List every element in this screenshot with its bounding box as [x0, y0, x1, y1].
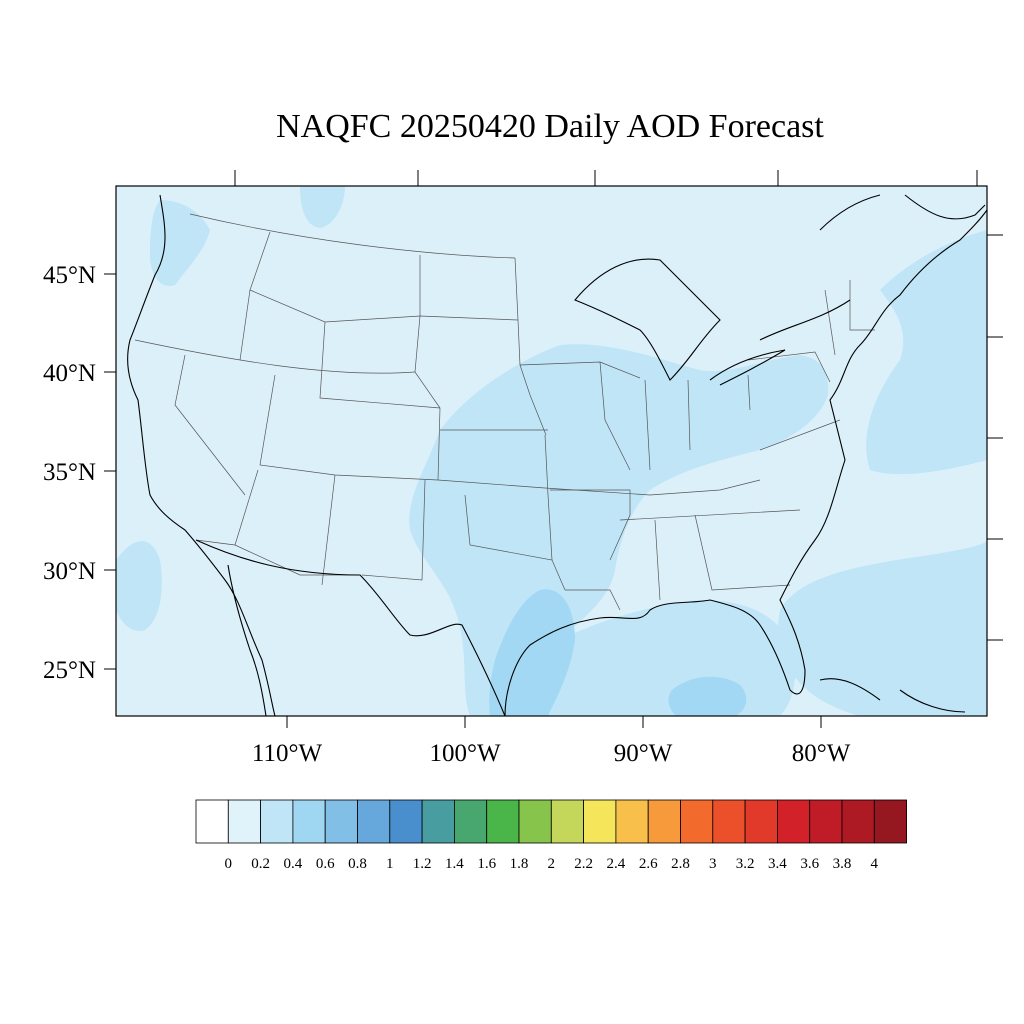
colorbar-box: [357, 799, 391, 844]
colorbar-label: 2.6: [639, 856, 658, 872]
lat-label-40n: 40°N: [43, 360, 96, 387]
colorbar-box: [841, 799, 875, 844]
lat-label-25n: 25°N: [43, 657, 96, 684]
lon-label-80w: 80°W: [792, 740, 851, 767]
colorbar-label: 2.2: [574, 856, 593, 872]
colorbar-label: 3.4: [768, 856, 787, 872]
colorbar-box: [583, 799, 617, 844]
colorbar-box: [389, 799, 423, 844]
aod-region-pacific-north: [300, 186, 345, 228]
lon-label-110w: 110°W: [252, 740, 323, 767]
map-plot-area: [116, 186, 988, 717]
colorbar-label: 0: [225, 856, 233, 872]
coastlines: [127, 194, 988, 717]
colorbar-label: 3.6: [800, 856, 819, 872]
aod-region-texas-coast: [489, 589, 575, 716]
colorbar-box: [453, 799, 488, 844]
colorbar-labels: 0 0.2 0.4 0.6 0.8 1 1.2 1.4 1.6 1.8 2 2.2 2.4 2.6 2.8 3…: [225, 856, 879, 872]
colorbar-label: 2.8: [671, 856, 690, 872]
aod-region-gulf-south: [668, 676, 747, 716]
colorbar-label: 0.2: [251, 856, 270, 872]
map-ticks: [104, 170, 1003, 728]
aod-region-northwest: [150, 200, 210, 286]
colorbar-label: 2: [548, 856, 556, 872]
colorbar-box: [712, 799, 746, 844]
colorbar-label: 3.8: [833, 856, 852, 872]
lon-label-100w: 100°W: [429, 740, 500, 767]
colorbar-box: [227, 799, 262, 844]
colorbar-box: [647, 799, 681, 844]
colorbar-label: 1.4: [445, 856, 464, 872]
colorbar-label: 0.4: [284, 856, 303, 872]
colorbar-box: [421, 799, 455, 844]
aod-region-atlantic: [778, 230, 987, 716]
colorbar-box: [292, 799, 326, 844]
colorbar-box: [615, 799, 649, 844]
colorbar-box: [195, 799, 229, 844]
colorbar-label: 0.6: [316, 856, 335, 872]
colorbar-label: 3: [709, 856, 717, 872]
lat-label-45n: 45°N: [43, 262, 96, 289]
aod-region-pacific-west: [116, 541, 162, 631]
colorbar-box: [744, 799, 778, 844]
colorbar-label: 0.8: [348, 856, 367, 872]
colorbar-box: [809, 799, 843, 844]
colorbar-label: 1.8: [510, 856, 529, 872]
colorbar-label: 1: [386, 856, 394, 872]
map-title: NAQFC 20250420 Daily AOD Forecast: [276, 108, 824, 145]
colorbar-label: 4: [871, 856, 879, 872]
colorbar-box: [550, 799, 584, 844]
colorbar-box: [518, 799, 552, 844]
state-boundaries: [134, 213, 875, 611]
colorbar-box: [777, 799, 811, 844]
map-frame: [115, 185, 988, 717]
colorbar-box: [486, 799, 520, 844]
lat-label-30n: 30°N: [43, 558, 96, 585]
colorbar-label: 1.6: [477, 856, 496, 872]
colorbar-box: [680, 799, 714, 844]
colorbar-box: [873, 799, 907, 844]
colorbar-box: [324, 799, 358, 844]
lat-label-35n: 35°N: [43, 459, 96, 486]
colorbar-label: 3.2: [736, 856, 755, 872]
lon-label-90w: 90°W: [614, 740, 673, 767]
colorbar-label: 2.4: [607, 856, 626, 872]
colorbar-box: [260, 799, 294, 844]
colorbar: [195, 799, 907, 844]
colorbar-label: 1.2: [413, 856, 432, 872]
